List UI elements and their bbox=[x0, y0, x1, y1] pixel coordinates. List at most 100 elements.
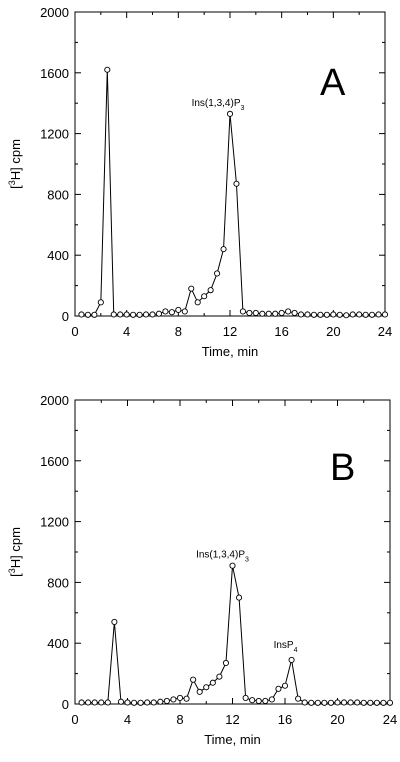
data-point bbox=[291, 309, 298, 317]
x-tick-label: 0 bbox=[71, 324, 78, 339]
data-point bbox=[162, 308, 169, 315]
x-tick-label: 16 bbox=[278, 712, 292, 727]
y-tick-label: 400 bbox=[47, 636, 69, 651]
x-tick-label: 8 bbox=[175, 324, 182, 339]
data-point bbox=[201, 293, 208, 300]
data-point bbox=[336, 311, 343, 318]
data-point bbox=[150, 699, 157, 706]
data-point bbox=[220, 246, 227, 253]
data-point bbox=[131, 699, 138, 706]
data-point bbox=[222, 659, 229, 667]
y-tick-label: 1200 bbox=[40, 515, 69, 530]
y-tick-label: 1200 bbox=[40, 127, 69, 142]
x-tick-label: 12 bbox=[223, 324, 237, 339]
data-point bbox=[323, 311, 330, 318]
y-tick-label: 800 bbox=[47, 575, 69, 590]
y-tick-label: 1600 bbox=[40, 66, 69, 81]
data-point bbox=[330, 311, 337, 318]
data-point bbox=[216, 673, 223, 680]
data-point bbox=[104, 699, 111, 706]
data-point bbox=[176, 694, 184, 701]
data-point bbox=[275, 685, 282, 692]
data-point bbox=[354, 699, 361, 706]
x-tick-label: 16 bbox=[274, 324, 288, 339]
data-point bbox=[375, 311, 382, 318]
data-point bbox=[356, 311, 363, 318]
y-axis-title: [3H] cpm bbox=[7, 139, 23, 189]
data-point bbox=[268, 696, 275, 703]
data-point bbox=[236, 594, 243, 601]
data-point bbox=[188, 285, 195, 292]
data-point bbox=[226, 110, 234, 117]
data-point bbox=[155, 310, 163, 317]
data-point bbox=[373, 699, 380, 706]
data-point bbox=[98, 699, 105, 706]
data-point bbox=[170, 696, 177, 703]
x-tick-label: 24 bbox=[383, 712, 397, 727]
data-point bbox=[207, 287, 214, 294]
y-tick-label: 1600 bbox=[40, 454, 69, 469]
data-point bbox=[149, 311, 156, 318]
data-point bbox=[349, 311, 356, 318]
y-tick-label: 800 bbox=[47, 187, 69, 202]
data-point bbox=[246, 309, 253, 317]
x-tick-label: 24 bbox=[378, 324, 392, 339]
chart-panel-b: 0 4 8 12 16 20 24 0 400 800 1200 1600 2000 Time, min [… bbox=[7, 393, 397, 747]
data-point bbox=[123, 311, 130, 318]
panel-label: A bbox=[320, 62, 346, 104]
data-point bbox=[386, 699, 394, 706]
data-point bbox=[78, 311, 85, 318]
x-tick-label: 4 bbox=[123, 324, 130, 339]
data-point bbox=[304, 311, 311, 318]
data-point bbox=[285, 308, 292, 315]
data-point bbox=[265, 310, 272, 317]
series-line bbox=[81, 565, 390, 704]
plot-frame bbox=[74, 11, 386, 317]
y-tick-label: 0 bbox=[62, 309, 69, 324]
data-point bbox=[137, 699, 144, 706]
data-point bbox=[327, 699, 334, 706]
data-point bbox=[110, 311, 117, 318]
data-point bbox=[278, 309, 285, 317]
data-point bbox=[314, 699, 321, 706]
data-point bbox=[214, 270, 221, 277]
data-point bbox=[321, 699, 328, 706]
data-point bbox=[347, 699, 354, 706]
x-tick-label: 0 bbox=[71, 712, 78, 727]
data-point bbox=[334, 699, 341, 706]
data-point bbox=[142, 311, 150, 318]
data-point bbox=[369, 311, 376, 318]
data-point bbox=[117, 311, 124, 318]
data-point bbox=[91, 311, 98, 318]
data-point bbox=[85, 699, 92, 706]
data-point bbox=[117, 698, 124, 705]
data-point bbox=[196, 688, 203, 695]
data-point bbox=[209, 679, 216, 686]
data-point bbox=[272, 310, 279, 317]
data-point bbox=[229, 562, 236, 569]
data-point bbox=[130, 311, 137, 318]
peak-annotation: Ins(1,3,4)P3 bbox=[196, 550, 249, 564]
data-point bbox=[84, 311, 91, 318]
data-point bbox=[168, 309, 175, 316]
data-point bbox=[233, 180, 240, 187]
data-point bbox=[255, 697, 262, 705]
x-tick-label: 20 bbox=[326, 324, 340, 339]
data-point bbox=[297, 311, 305, 318]
data-point bbox=[295, 695, 302, 702]
panel-label: B bbox=[330, 447, 355, 489]
data-point bbox=[362, 311, 369, 318]
data-point bbox=[341, 699, 348, 706]
chart-panel-a: 0 4 8 12 16 20 24 0 400 800 1200 1600 2000 Time, min [… bbox=[7, 5, 392, 359]
data-point bbox=[381, 311, 389, 318]
y-tick-label: 2000 bbox=[40, 5, 69, 20]
data-point bbox=[380, 699, 387, 706]
data-point bbox=[194, 299, 201, 306]
x-tick-label: 20 bbox=[330, 712, 344, 727]
data-point bbox=[144, 699, 151, 706]
data-point bbox=[288, 656, 295, 663]
x-tick-label: 12 bbox=[225, 712, 239, 727]
peak-annotation: Ins(1,3,4)P3 bbox=[192, 98, 245, 112]
data-point bbox=[181, 308, 188, 315]
data-point bbox=[262, 697, 269, 705]
